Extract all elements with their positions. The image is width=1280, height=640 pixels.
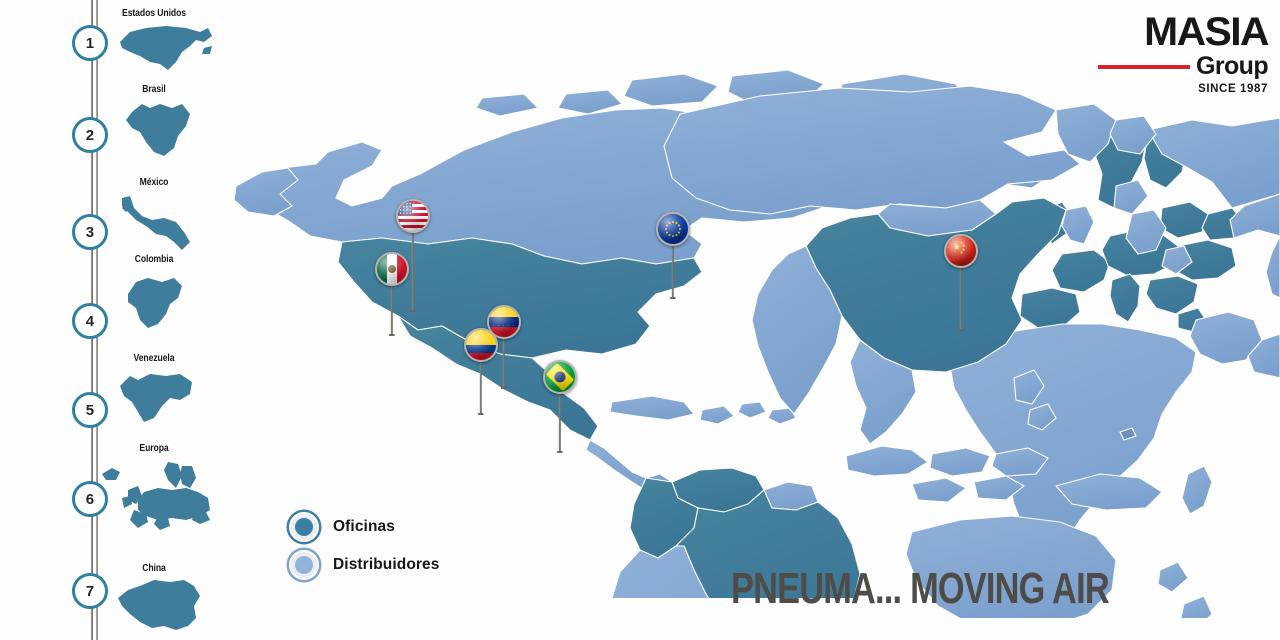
usa-shape — [116, 22, 214, 74]
map-legend: Oficinas Distribuidores — [289, 508, 439, 584]
pin-stick — [477, 356, 485, 415]
sidebar-label-5: Venezuela — [133, 352, 175, 364]
sidebar-label-4: Colombia — [134, 253, 174, 265]
legend-label-oficinas: Oficinas — [333, 518, 395, 535]
sidebar-label-1: Estados Unidos — [122, 7, 186, 19]
eu-flag-icon — [656, 212, 690, 246]
cn-flag-icon: ★ ★ ★ ★ ★ — [944, 234, 978, 268]
logo-brand: MASIA — [1144, 10, 1269, 54]
pin-stick — [500, 333, 508, 389]
map-pin-china[interactable]: ★ ★ ★ ★ ★ — [944, 234, 978, 331]
map-pin-estados-unidos[interactable] — [396, 199, 430, 312]
sidebar-label-2: Brasil — [142, 83, 166, 95]
br-flag-icon — [543, 360, 577, 394]
sidebar-node-6[interactable]: 6 — [72, 481, 108, 517]
map-pin-brasil[interactable] — [543, 360, 577, 453]
sidebar-label-6: Europa — [139, 442, 169, 454]
masia-group-logo[interactable]: MASIA Group SINCE 1987 — [1090, 12, 1270, 95]
sidebar-node-5[interactable]: 5 — [72, 392, 108, 428]
venezuela-shape — [116, 368, 196, 426]
sidebar-label-3: México — [139, 176, 169, 188]
mexico-shape — [118, 192, 194, 254]
legend-item-oficinas[interactable]: Oficinas — [289, 508, 439, 546]
asia-oceania-map — [560, 58, 1280, 640]
legend-item-distribuidores[interactable]: Distribuidores — [289, 546, 439, 584]
europe-shape — [98, 458, 214, 532]
pin-stick — [957, 262, 965, 331]
sidebar-node-4[interactable]: 4 — [72, 303, 108, 339]
china-shape — [114, 576, 204, 634]
logo-red-bar — [1098, 64, 1190, 69]
map-pin-europa[interactable] — [656, 212, 690, 299]
map-pin-colombia[interactable] — [464, 328, 498, 415]
map-pin-mexico[interactable] — [375, 252, 409, 336]
co-flag-icon — [464, 328, 498, 362]
sidebar-node-2[interactable]: 2 — [72, 117, 108, 153]
tagline: PNEUMA... MOVING AIR — [731, 564, 1110, 613]
legend-label-distribuidores: Distribuidores — [333, 556, 440, 573]
logo-since: SINCE 1987 — [1198, 83, 1268, 95]
sidebar-node-1[interactable]: 1 — [72, 25, 108, 61]
pin-stick — [388, 280, 396, 336]
brazil-shape — [120, 98, 192, 158]
pin-stick — [556, 388, 564, 453]
us-flag-icon — [396, 199, 430, 233]
sidebar-node-3[interactable]: 3 — [72, 214, 108, 250]
colombia-shape — [122, 270, 186, 332]
legend-dot-office — [289, 512, 319, 542]
sidebar-node-7[interactable]: 7 — [72, 573, 108, 609]
pin-stick — [409, 227, 417, 312]
logo-sub: Group — [1196, 52, 1269, 80]
sidebar-label-7: China — [142, 562, 166, 574]
mx-flag-icon — [375, 252, 409, 286]
pin-stick — [669, 240, 677, 299]
legend-dot-distributor — [289, 550, 319, 580]
